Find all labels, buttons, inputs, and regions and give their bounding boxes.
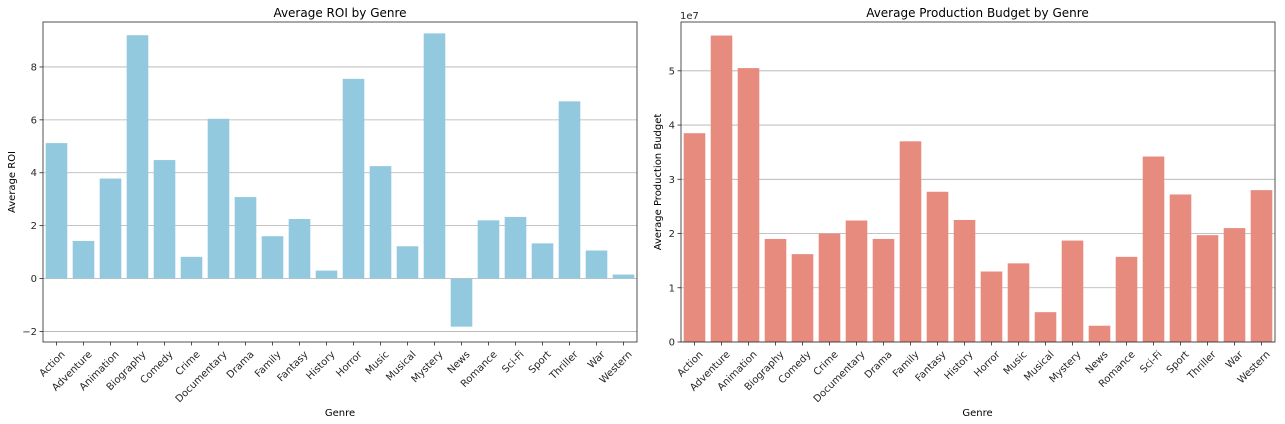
budget-chart-xlabel: Genre (962, 408, 992, 419)
budget-xtick-label: Thriller (1185, 349, 1219, 383)
budget-bar-action (683, 133, 706, 342)
budget-bar-adventure (710, 35, 733, 342)
roi-bar-musical (396, 246, 419, 279)
roi-ytick-label: −2 (22, 327, 37, 338)
roi-bar-family (261, 236, 284, 279)
roi-bar-drama (234, 197, 257, 279)
roi-bar-comedy (153, 160, 176, 279)
budget-ytick-label: 5 (669, 66, 675, 77)
roi-xtick-label: Drama (225, 349, 257, 381)
roi-bar-adventure (72, 240, 95, 279)
budget-ytick-label: 2 (669, 229, 675, 240)
roi-bar-fantasy (288, 219, 311, 279)
budget-bar-war (1223, 228, 1246, 342)
budget-xtick-label: Drama (863, 349, 895, 381)
roi-bar-animation (99, 178, 122, 279)
roi-chart-title: Average ROI by Genre (273, 6, 406, 20)
budget-ytick-label: 4 (669, 121, 675, 132)
roi-bar-music (369, 166, 392, 279)
budget-bar-thriller (1196, 235, 1219, 342)
roi-bar-sci-fi (504, 216, 527, 279)
budget-xtick-label: Sci-Fi (1138, 349, 1164, 375)
roi-xtick-label: War (586, 349, 608, 371)
roi-bar-crime (180, 256, 203, 279)
budget-bar-crime (818, 233, 841, 342)
roi-xtick-label: Thriller (547, 349, 581, 383)
roi-bar-documentary (207, 118, 230, 279)
roi-ytick-label: 8 (31, 62, 37, 73)
roi-ytick-label: 6 (31, 115, 37, 126)
roi-ytick-label: 4 (31, 168, 37, 179)
budget-bar-sci-fi (1142, 156, 1165, 342)
budget-bar-music (1007, 263, 1030, 342)
roi-chart-frame (42, 21, 638, 343)
roi-bar-thriller (558, 101, 581, 279)
budget-bar-drama (872, 238, 895, 342)
budget-ytick-label: 0 (669, 338, 675, 349)
budget-bar-romance (1115, 256, 1138, 342)
budget-chart-frame (680, 21, 1276, 343)
budget-chart-offset-text: 1e7 (680, 11, 699, 22)
roi-bar-history (315, 270, 338, 279)
roi-xtick-label: Sci-Fi (500, 349, 526, 375)
budget-bar-news (1088, 325, 1111, 342)
roi-bar-action (45, 143, 68, 279)
roi-bar-horror (342, 78, 365, 279)
roi-chart-ylabel: Average ROI (7, 151, 18, 213)
roi-ytick-label: 2 (31, 221, 37, 232)
budget-bar-biography (764, 238, 787, 342)
budget-xtick-label: History (943, 349, 976, 382)
roi-bar-biography (126, 35, 149, 279)
roi-xtick-label: History (305, 349, 338, 382)
roi-bar-news (450, 278, 473, 327)
roi-ytick-label: 0 (31, 274, 37, 285)
budget-xtick-label: Horror (972, 349, 1003, 380)
budget-bar-sport (1169, 194, 1192, 342)
roi-bar-war (585, 250, 608, 279)
budget-xtick-label: War (1224, 349, 1246, 371)
roi-bar-romance (477, 220, 500, 279)
budget-ytick-label: 1 (669, 283, 675, 294)
budget-bar-western (1250, 190, 1273, 342)
budget-chart: Average Production Budget by Genre 1e7 G… (653, 6, 1276, 419)
roi-bar-sport (531, 243, 554, 279)
budget-bar-family (899, 141, 922, 342)
budget-bar-fantasy (926, 191, 949, 342)
budget-bar-horror (980, 271, 1003, 342)
roi-chart-xlabel: Genre (325, 408, 355, 419)
budget-bar-mystery (1061, 240, 1084, 342)
budget-chart-ylabel: Average Production Budget (653, 114, 664, 251)
roi-xtick-label: Horror (334, 349, 365, 380)
budget-bar-comedy (791, 254, 814, 342)
roi-bar-mystery (423, 33, 446, 279)
roi-chart: Average ROI by Genre Genre Average ROI −… (7, 6, 638, 419)
budget-bar-musical (1034, 312, 1057, 342)
budget-bar-documentary (845, 220, 868, 342)
budget-bar-history (953, 219, 976, 342)
budget-bar-animation (737, 68, 760, 343)
budget-chart-title: Average Production Budget by Genre (866, 6, 1089, 20)
roi-bar-western (612, 274, 635, 279)
budget-ytick-label: 3 (669, 175, 675, 186)
